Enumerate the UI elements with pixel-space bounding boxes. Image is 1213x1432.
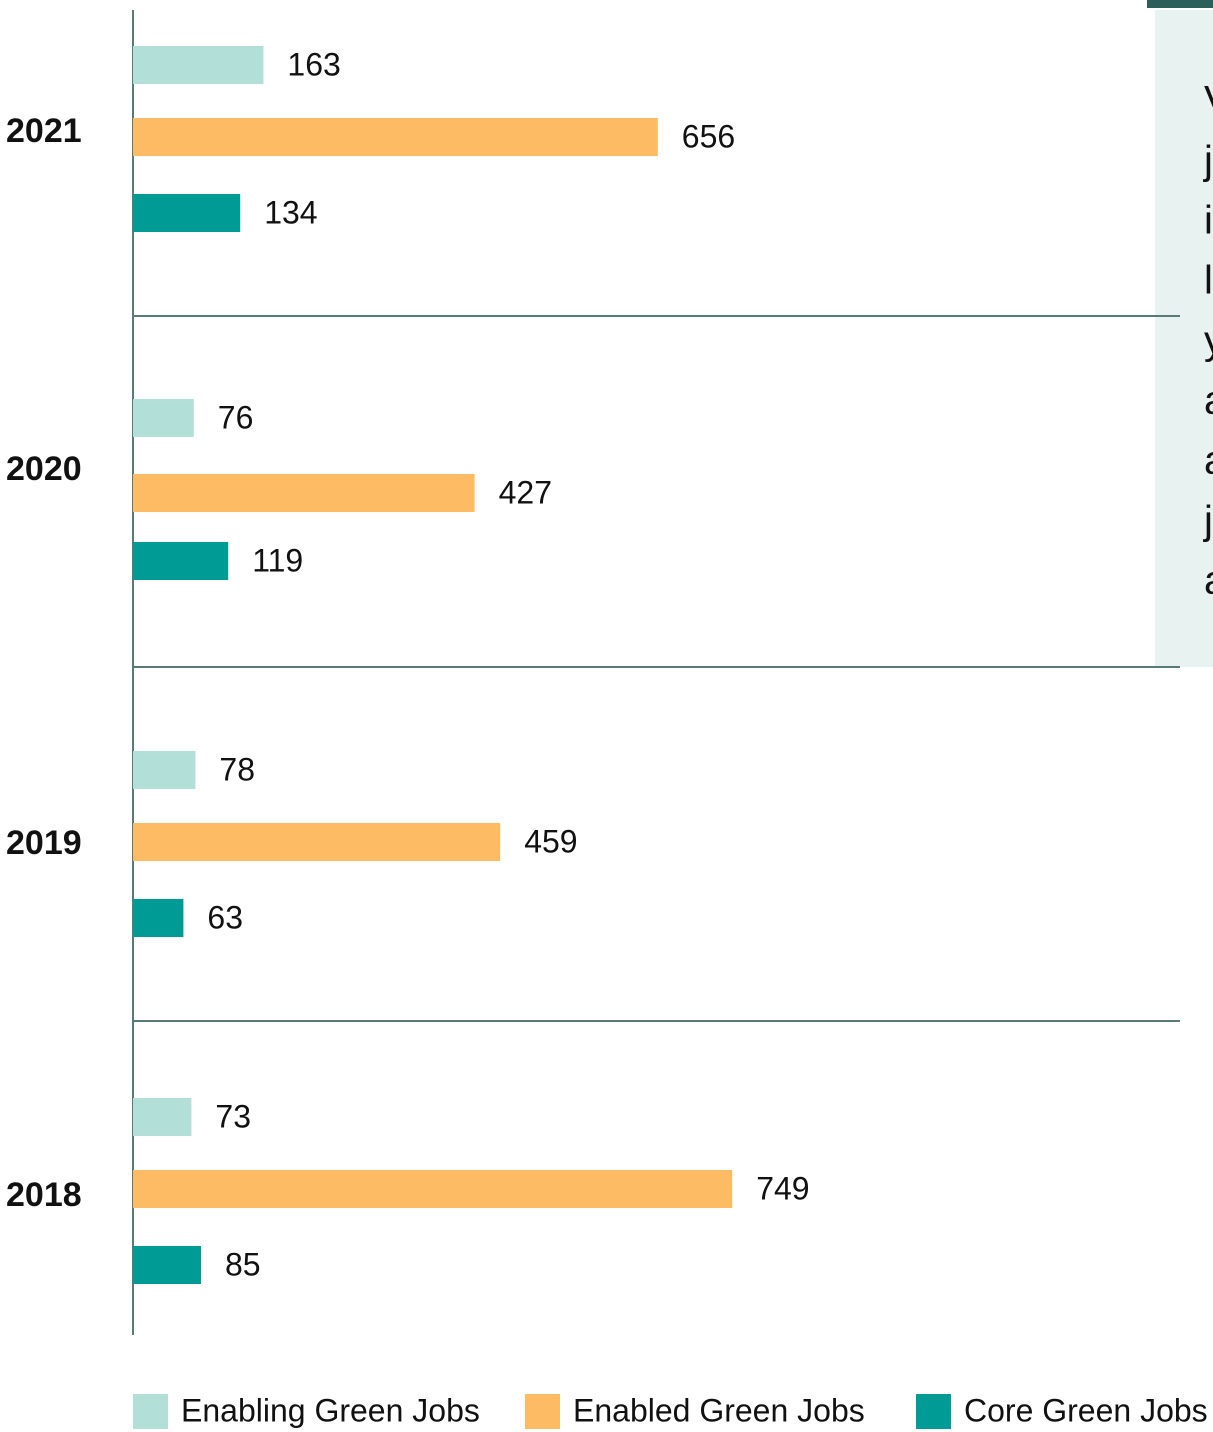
data-label: 73 <box>215 1098 251 1134</box>
data-label: 749 <box>756 1170 809 1206</box>
bar <box>133 823 501 861</box>
category-label: 2019 <box>6 824 82 862</box>
data-label: 427 <box>499 474 552 510</box>
legend-label: Core Green Jobs <box>964 1392 1208 1428</box>
bar <box>133 474 475 512</box>
sidebar-text: a <box>1204 379 1213 423</box>
bar <box>133 1098 192 1136</box>
bar <box>133 118 658 156</box>
bar <box>133 1170 733 1208</box>
data-label: 163 <box>287 46 340 82</box>
bar <box>133 751 196 789</box>
bar <box>133 899 184 937</box>
legend-swatch <box>525 1394 560 1429</box>
data-label: 63 <box>207 899 243 935</box>
legend-swatch <box>133 1394 168 1429</box>
category-label: 2018 <box>6 1176 82 1214</box>
sidebar-text: l <box>1204 259 1213 303</box>
sidebar-text: y <box>1204 319 1213 363</box>
sidebar-text: i <box>1204 199 1213 243</box>
data-label: 76 <box>218 399 254 435</box>
legend-swatch <box>916 1394 951 1429</box>
category-label: 2021 <box>6 112 82 150</box>
bar <box>133 1246 201 1284</box>
bar <box>133 542 229 580</box>
data-label: 78 <box>219 751 255 787</box>
data-label: 459 <box>524 823 577 859</box>
data-label: 134 <box>264 194 317 230</box>
data-label: 119 <box>252 542 303 578</box>
sidebar-text: j <box>1203 499 1213 543</box>
data-label: 656 <box>682 118 735 154</box>
sidebar-text: V <box>1204 79 1213 123</box>
sidebar-text: a <box>1204 559 1213 603</box>
bar <box>133 399 194 437</box>
legend-label: Enabled Green Jobs <box>573 1392 865 1428</box>
sidebar-box <box>1155 10 1213 667</box>
sidebar-accent <box>1147 0 1213 8</box>
sidebar-text: a <box>1204 439 1213 483</box>
sidebar-text: j <box>1203 139 1213 183</box>
bar <box>133 194 241 232</box>
data-label: 85 <box>225 1246 261 1282</box>
bar <box>133 46 264 84</box>
legend-label: Enabling Green Jobs <box>181 1392 480 1428</box>
category-label: 2020 <box>6 450 82 488</box>
